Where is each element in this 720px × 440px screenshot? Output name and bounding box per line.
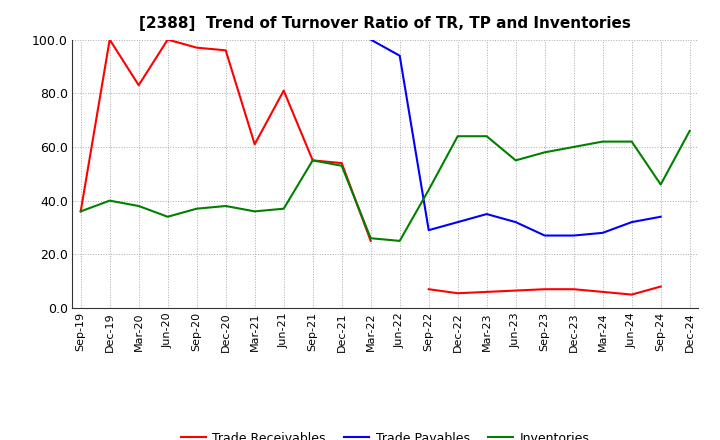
- Line: Inventories: Inventories: [81, 131, 690, 241]
- Trade Receivables: [221, 48, 230, 53]
- Trade Payables: [482, 211, 491, 216]
- Trade Receivables: [570, 286, 578, 292]
- Inventories: [482, 134, 491, 139]
- Inventories: [598, 139, 607, 144]
- Trade Receivables: [135, 83, 143, 88]
- Trade Receivables: [338, 161, 346, 166]
- Line: Trade Receivables: Trade Receivables: [81, 40, 661, 295]
- Trade Receivables: [598, 289, 607, 294]
- Trade Receivables: [454, 290, 462, 296]
- Trade Receivables: [627, 292, 636, 297]
- Trade Payables: [454, 220, 462, 225]
- Trade Payables: [657, 214, 665, 220]
- Inventories: [424, 187, 433, 193]
- Trade Receivables: [657, 284, 665, 289]
- Trade Receivables: [482, 289, 491, 294]
- Trade Receivables: [192, 45, 201, 50]
- Trade Receivables: [541, 286, 549, 292]
- Trade Receivables: [251, 142, 259, 147]
- Inventories: [192, 206, 201, 211]
- Trade Payables: [424, 227, 433, 233]
- Inventories: [105, 198, 114, 203]
- Inventories: [279, 206, 288, 211]
- Trade Receivables: [511, 288, 520, 293]
- Inventories: [135, 203, 143, 209]
- Trade Payables: [395, 53, 404, 59]
- Trade Payables: [570, 233, 578, 238]
- Inventories: [657, 182, 665, 187]
- Legend: Trade Receivables, Trade Payables, Inventories: Trade Receivables, Trade Payables, Inven…: [176, 427, 595, 440]
- Trade Receivables: [424, 286, 433, 292]
- Trade Payables: [627, 220, 636, 225]
- Inventories: [541, 150, 549, 155]
- Title: [2388]  Trend of Turnover Ratio of TR, TP and Inventories: [2388] Trend of Turnover Ratio of TR, TP…: [139, 16, 631, 32]
- Trade Receivables: [279, 88, 288, 93]
- Inventories: [251, 209, 259, 214]
- Line: Trade Payables: Trade Payables: [371, 40, 661, 235]
- Inventories: [570, 144, 578, 150]
- Trade Payables: [541, 233, 549, 238]
- Inventories: [511, 158, 520, 163]
- Trade Payables: [598, 230, 607, 235]
- Trade Receivables: [308, 158, 317, 163]
- Inventories: [395, 238, 404, 244]
- Inventories: [366, 235, 375, 241]
- Inventories: [685, 128, 694, 133]
- Inventories: [454, 134, 462, 139]
- Trade Payables: [366, 37, 375, 42]
- Inventories: [76, 209, 85, 214]
- Inventories: [627, 139, 636, 144]
- Trade Payables: [511, 220, 520, 225]
- Inventories: [221, 203, 230, 209]
- Trade Receivables: [366, 238, 375, 244]
- Inventories: [163, 214, 172, 220]
- Trade Receivables: [76, 209, 85, 214]
- Inventories: [338, 163, 346, 169]
- Inventories: [308, 158, 317, 163]
- Trade Receivables: [105, 37, 114, 42]
- Trade Receivables: [163, 37, 172, 42]
